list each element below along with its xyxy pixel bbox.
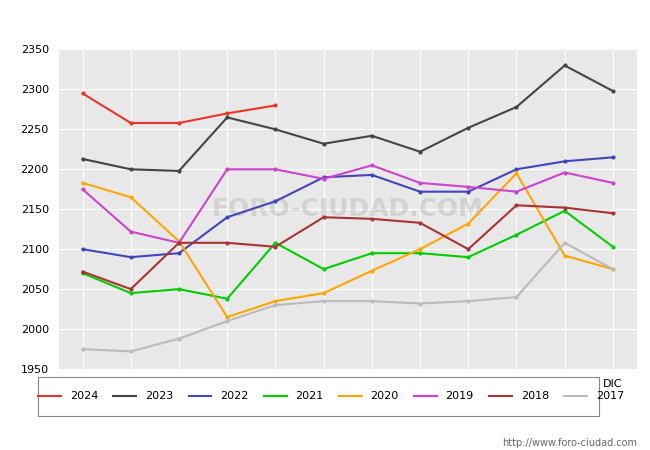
Text: Afiliados en Tegueste a 31/5/2024: Afiliados en Tegueste a 31/5/2024 bbox=[172, 11, 478, 29]
Text: http://www.foro-ciudad.com: http://www.foro-ciudad.com bbox=[502, 438, 637, 448]
FancyBboxPatch shape bbox=[38, 377, 599, 416]
Text: 2019: 2019 bbox=[445, 391, 474, 401]
Text: 2022: 2022 bbox=[220, 391, 248, 401]
Text: 2020: 2020 bbox=[370, 391, 398, 401]
Text: 2017: 2017 bbox=[596, 391, 624, 401]
Text: 2024: 2024 bbox=[70, 391, 98, 401]
Text: 2021: 2021 bbox=[295, 391, 324, 401]
Text: 2023: 2023 bbox=[145, 391, 173, 401]
Text: FORO-CIUDAD.COM: FORO-CIUDAD.COM bbox=[212, 197, 484, 221]
Text: 2018: 2018 bbox=[521, 391, 549, 401]
